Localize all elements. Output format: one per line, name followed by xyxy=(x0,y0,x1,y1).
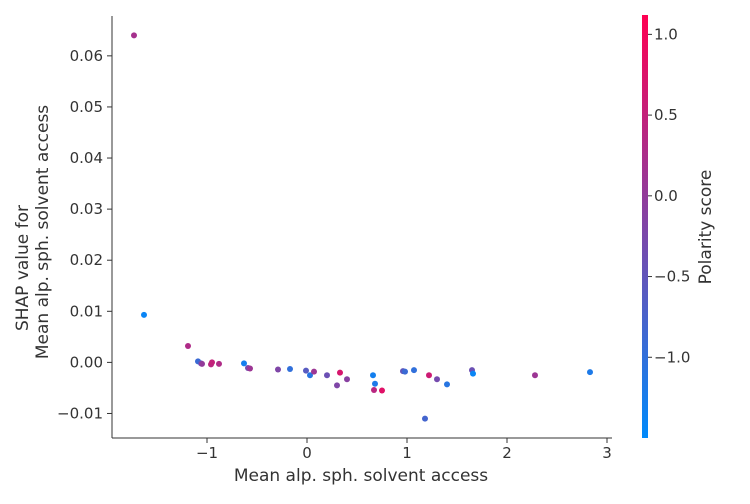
data-point xyxy=(307,372,313,379)
points-layer xyxy=(131,32,593,422)
x-tick-label: −1 xyxy=(196,444,218,462)
data-point xyxy=(303,367,309,374)
data-point xyxy=(470,370,476,377)
y-tick-label: 0.03 xyxy=(70,200,103,218)
y-tick-label: 0.05 xyxy=(70,98,103,116)
data-point xyxy=(216,360,222,367)
data-point xyxy=(422,415,428,422)
data-point xyxy=(370,372,376,379)
data-point xyxy=(379,387,385,394)
data-point xyxy=(185,343,191,349)
colorbar-title: Polarity score xyxy=(696,170,716,285)
x-tick-label: 0 xyxy=(302,444,312,462)
data-point xyxy=(275,366,281,373)
colorbar-tick-label: 0.0 xyxy=(654,187,678,205)
y-axis-title-line1: SHAP value for xyxy=(13,205,33,331)
colorbar-tick-label: 1.0 xyxy=(654,25,678,43)
data-point xyxy=(324,372,330,379)
data-point xyxy=(241,360,247,367)
y-axis-title-line2: Mean alp. sph. solvent access xyxy=(33,105,53,359)
x-axis-title: Mean alp. sph. solvent access xyxy=(234,466,488,486)
data-point xyxy=(532,372,538,379)
x-ticks: −1 0 1 2 3 xyxy=(196,438,612,462)
y-tick-label: 0.06 xyxy=(70,47,103,65)
x-tick-label: 3 xyxy=(602,444,612,462)
data-point xyxy=(371,387,377,393)
data-point xyxy=(411,367,417,374)
data-point xyxy=(344,376,350,383)
y-tick-label: 0.02 xyxy=(70,251,103,269)
data-point xyxy=(287,366,293,372)
colorbar-gradient xyxy=(642,15,648,438)
y-tick-label: −0.01 xyxy=(57,404,103,422)
plot-area: −1 0 1 2 3 0.06 0.05 0.04 0.03 0.02 0.01 0.00 −0.01 xyxy=(57,16,612,462)
colorbar-tick-label: −0.5 xyxy=(654,268,690,286)
data-point xyxy=(311,368,317,375)
y-tick-label: 0.00 xyxy=(70,353,103,371)
data-point xyxy=(587,369,593,376)
x-tick-label: 1 xyxy=(402,444,412,462)
data-point xyxy=(131,32,137,39)
y-tick-label: 0.01 xyxy=(70,302,103,320)
colorbar-tick-label: −1.0 xyxy=(654,348,690,366)
y-ticks: 0.06 0.05 0.04 0.03 0.02 0.01 0.00 −0.01 xyxy=(57,47,112,422)
data-point xyxy=(209,359,215,366)
y-tick-label: 0.04 xyxy=(70,149,103,167)
data-point xyxy=(141,311,147,318)
data-point xyxy=(199,360,205,367)
x-tick-label: 2 xyxy=(502,444,512,462)
colorbar-ticks: 1.0 0.5 0.0 −0.5 −1.0 xyxy=(648,25,690,366)
colorbar: 1.0 0.5 0.0 −0.5 −1.0 Polarity score xyxy=(642,15,716,438)
data-point xyxy=(337,369,343,376)
data-point xyxy=(247,365,253,372)
data-point xyxy=(402,368,408,375)
data-point xyxy=(434,376,440,383)
data-point xyxy=(334,382,340,389)
colorbar-tick-label: 0.5 xyxy=(654,106,678,124)
data-point xyxy=(426,372,432,379)
data-point xyxy=(372,380,378,387)
data-point xyxy=(444,381,450,388)
